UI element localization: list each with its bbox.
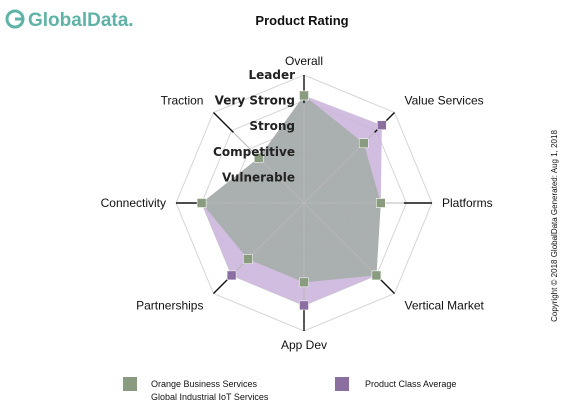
legend-label-average: Product Class Average	[365, 379, 456, 389]
data-point-company	[371, 270, 382, 281]
data-point-company	[376, 198, 386, 208]
data-point-company	[358, 138, 369, 149]
level-label: Leader	[248, 68, 295, 82]
level-label: Vulnerable	[222, 170, 295, 184]
level-label: Competitive	[213, 145, 295, 159]
data-point-company	[299, 277, 309, 288]
axis-label: Connectivity	[101, 196, 166, 210]
legend-label-company-line1: Orange Business Services	[151, 379, 258, 389]
data-point-company	[253, 152, 264, 163]
axis-label: Overall	[285, 54, 323, 68]
radar-axes	[176, 75, 432, 331]
legend: Orange Business Services Global Industri…	[123, 377, 456, 402]
chart-title: Product Rating	[255, 13, 348, 28]
axis-label: Value Services	[405, 93, 484, 107]
axis-label: App Dev	[281, 338, 327, 352]
data-point-company	[196, 198, 207, 208]
axis-labels: Overall Value Services Platforms Vertical M…	[101, 54, 493, 352]
axis-label: Partnerships	[136, 299, 203, 313]
axis-spoke-outer	[212, 111, 234, 133]
axis-label: Traction	[161, 93, 204, 107]
level-labels: Vulnerable Competitive Strong Very Strong Le…	[213, 68, 295, 184]
axis-label: Platforms	[442, 196, 493, 210]
level-label: Strong	[249, 119, 295, 133]
copyright-notice: Copyright © 2018 GlobalData Generated: A…	[550, 130, 559, 322]
data-point-average	[299, 300, 309, 311]
radar-markers	[196, 90, 387, 311]
axis-spoke-inner	[303, 202, 375, 274]
globaldata-logo: GlobalData.	[5, 9, 134, 31]
level-label: Very Strong	[215, 94, 295, 108]
data-point-average	[377, 120, 387, 130]
axis-label: Vertical Market	[405, 299, 485, 313]
data-point-average	[226, 270, 237, 281]
legend-swatch-average	[335, 377, 349, 391]
legend-label-company-line2: Global Industrial IoT Services	[151, 392, 269, 402]
legend-swatch-company	[123, 377, 137, 391]
data-point-company	[243, 254, 253, 264]
axis-spoke-inner	[233, 132, 305, 204]
data-point-company	[299, 90, 309, 101]
brand-name: GlobalData.	[28, 10, 134, 31]
